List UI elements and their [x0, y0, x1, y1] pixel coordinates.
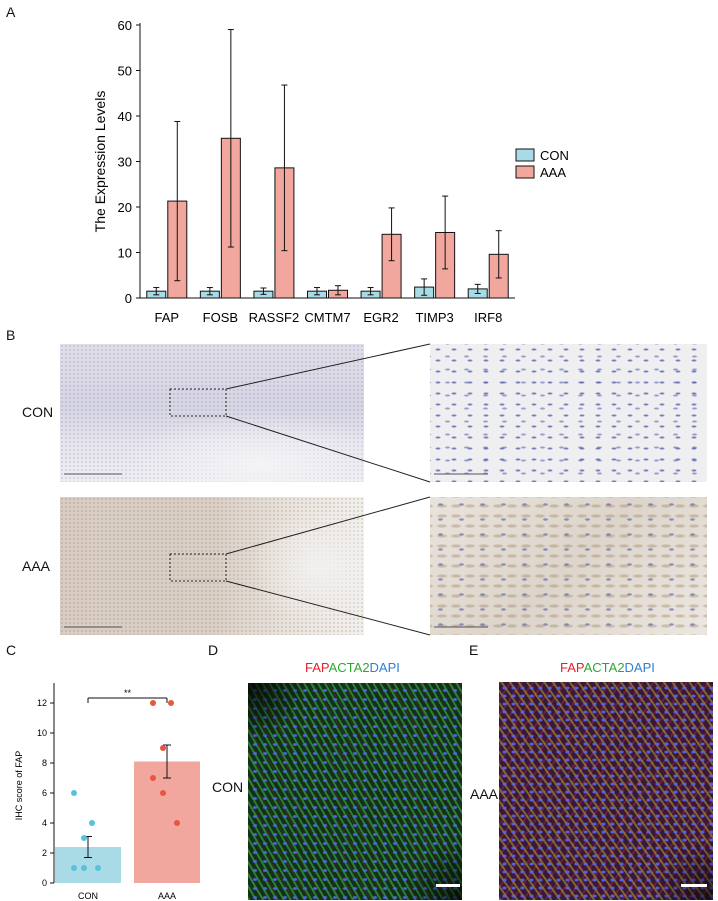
legend-label-con: CON [540, 148, 569, 163]
if-con-image [248, 683, 462, 900]
ihc-point-aaa [160, 745, 166, 751]
x-tick-label: CON [78, 891, 98, 900]
x-tick-label: CMTM7 [304, 310, 350, 325]
ihc-point-con [81, 835, 87, 841]
x-tick-label: AAA [158, 891, 176, 900]
ihc-point-aaa [150, 775, 156, 781]
y-tick-label: 2 [42, 848, 47, 858]
if-aaa-scalebar [681, 884, 707, 887]
expression-bar-chart: FAP FOSB RASSF2 CMTM7 EGR2 TIMP3 IRF8 0 10 20 30 40… [92, 18, 569, 325]
significance-label: ** [124, 688, 132, 698]
x-tick-label: FOSB [203, 310, 238, 325]
y-tick-label: 60 [118, 18, 132, 33]
y-tick-label: 0 [42, 878, 47, 888]
ihc-score-chart: CON AAA 0 2 4 6 8 10 12 IHC score of FAP ** [14, 683, 200, 900]
x-tick-label: FAP [154, 310, 179, 325]
if-aaa-image [499, 682, 713, 900]
panel-label-d: D [208, 642, 219, 658]
ihc-point-con [89, 820, 95, 826]
if-row-label-aaa: AAA [470, 786, 499, 802]
y-tick-label: 40 [118, 109, 132, 124]
row-label-aaa: AAA [22, 558, 51, 574]
panel-label-e: E [469, 642, 479, 658]
y-axis-label: The Expression Levels [92, 91, 108, 233]
y-tick-label: 10 [118, 246, 132, 261]
row-label-con: CON [22, 404, 54, 420]
ihc-aaa-overview-image [60, 497, 364, 635]
ihc-bar-aaa [134, 761, 200, 883]
ihc-point-con [95, 865, 101, 871]
if-row-label-con: CON [212, 779, 244, 795]
y-axis-label: IHC score of FAP [14, 751, 24, 821]
y-tick-label: 30 [118, 155, 132, 170]
ihc-point-aaa [150, 700, 156, 706]
panel-label-b: B [6, 327, 16, 343]
y-tick-label: 8 [42, 758, 47, 768]
y-tick-label: 4 [42, 818, 47, 828]
ihc-con-overview-image [60, 344, 364, 482]
ihc-con-zoom-image [430, 344, 707, 482]
y-tick-label: 0 [125, 291, 132, 306]
ihc-point-con [71, 865, 77, 871]
ihc-point-aaa [168, 700, 174, 706]
dapi-label: DAPI [624, 660, 655, 675]
acta2-label: ACTA2 [583, 660, 625, 675]
legend-label-aaa: AAA [540, 165, 566, 180]
x-tick-label: EGR2 [363, 310, 398, 325]
y-tick-label: 10 [37, 728, 47, 738]
if-con-scalebar [436, 884, 460, 887]
y-tick-label: 12 [37, 698, 47, 708]
y-tick-label: 20 [118, 200, 132, 215]
ihc-aaa-zoom-image [430, 497, 707, 635]
if-title-d: FAPACTA2DAPI [305, 660, 400, 675]
panel-label-c: C [6, 642, 17, 658]
fap-label: FAP [560, 660, 584, 675]
fap-label: FAP [305, 660, 329, 675]
dapi-label: DAPI [369, 660, 400, 675]
ihc-point-aaa [174, 820, 180, 826]
if-title-e: FAPACTA2DAPI [560, 660, 655, 675]
x-tick-label: IRF8 [474, 310, 502, 325]
ihc-point-con [71, 790, 77, 796]
x-tick-label: TIMP3 [415, 310, 453, 325]
x-tick-label: RASSF2 [249, 310, 300, 325]
ihc-point-aaa [160, 790, 166, 796]
y-tick-label: 50 [118, 64, 132, 79]
panel-label-a: A [6, 4, 16, 20]
legend-swatch-con [515, 148, 535, 162]
ihc-point-con [81, 865, 87, 871]
acta2-label: ACTA2 [328, 660, 370, 675]
legend-swatch-aaa [515, 165, 535, 179]
y-tick-label: 6 [42, 788, 47, 798]
